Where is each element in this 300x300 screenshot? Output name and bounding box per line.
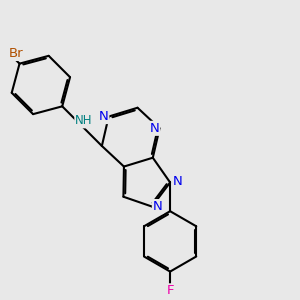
Text: Br: Br — [8, 47, 23, 60]
Text: N: N — [150, 122, 159, 135]
Text: N: N — [99, 110, 108, 123]
Text: N: N — [172, 175, 182, 188]
Text: F: F — [167, 284, 174, 297]
Text: NH: NH — [75, 114, 93, 128]
Text: N: N — [153, 200, 163, 213]
